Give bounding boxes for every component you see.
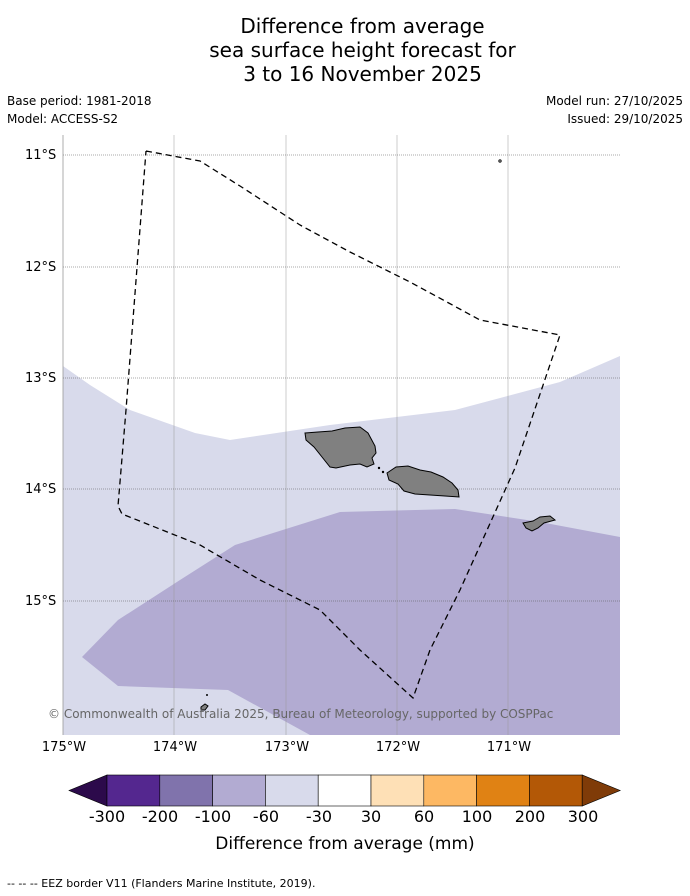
model-name: Model: ACCESS-S2 (7, 112, 119, 126)
colorbar-tick-label: 30 (360, 807, 382, 826)
lat-label-13s: 13°S (25, 371, 57, 386)
lat-label-14s: 14°S (25, 482, 57, 497)
colorbar-tick-label: 200 (514, 807, 546, 826)
base-period: Base period: 1981-2018 (7, 94, 152, 108)
anomaly-region-medium (82, 509, 620, 735)
eez-border (117, 150, 561, 700)
colorbar-tick-label: -60 (252, 807, 280, 826)
colorbar-tick-label: 100 (461, 807, 493, 826)
colorbar-segment (159, 774, 213, 807)
island-manono (381, 470, 385, 474)
title-line-1: Difference from average (240, 14, 485, 38)
colorbar-tick-label: -300 (88, 807, 126, 826)
colorbar-tick-label: 300 (567, 807, 599, 826)
island-north (498, 159, 502, 163)
lon-label-172w: 172°W (375, 740, 421, 755)
colorbar-extend-low (68, 774, 108, 807)
lon-label-173w: 173°W (264, 740, 310, 755)
lon-label-175w: 175°W (41, 740, 87, 755)
colorbar-tick-label: -100 (194, 807, 232, 826)
colorbar-segment (423, 774, 477, 807)
title-line-3: 3 to 16 November 2025 (243, 62, 482, 86)
copyright-notice: © Commonwealth of Australia 2025, Bureau… (48, 707, 554, 721)
map (62, 135, 620, 735)
colorbar-segment (476, 774, 530, 807)
colorbar-segment (212, 774, 266, 807)
island-niuafoou (200, 703, 209, 711)
lon-label-174w: 174°W (152, 740, 198, 755)
colorbar-segment (317, 774, 372, 807)
colorbar-tick-label: -200 (141, 807, 179, 826)
colorbar-segment (265, 774, 319, 807)
colorbar-tick-label: -30 (305, 807, 333, 826)
colorbar-tick-label: 60 (413, 807, 435, 826)
title-line-2: sea surface height forecast for (209, 38, 516, 62)
colorbar-segment (370, 774, 425, 807)
chart-title: Difference from average sea surface heig… (0, 14, 690, 86)
lat-label-12s: 12°S (25, 260, 57, 275)
island-apolima (377, 466, 381, 470)
issued-date: Issued: 29/10/2025 (567, 112, 683, 126)
colorbar-segment (106, 774, 161, 807)
lon-label-171w: 171°W (486, 740, 532, 755)
island-savaii (304, 426, 377, 469)
eez-footnote: -- -- -- EEZ border V11 (Flanders Marine… (7, 877, 316, 890)
model-run: Model run: 27/10/2025 (545, 94, 683, 108)
lat-label-15s: 15°S (25, 594, 57, 609)
island-upolu (386, 465, 460, 498)
island-tutuila (522, 515, 557, 532)
colorbar-extend-high (581, 774, 621, 807)
graticule (62, 135, 620, 735)
lat-label-11s: 11°S (25, 148, 57, 163)
colorbar-segment (529, 774, 583, 807)
island-small-south (206, 694, 208, 696)
colorbar-label: Difference from average (mm) (215, 834, 475, 854)
